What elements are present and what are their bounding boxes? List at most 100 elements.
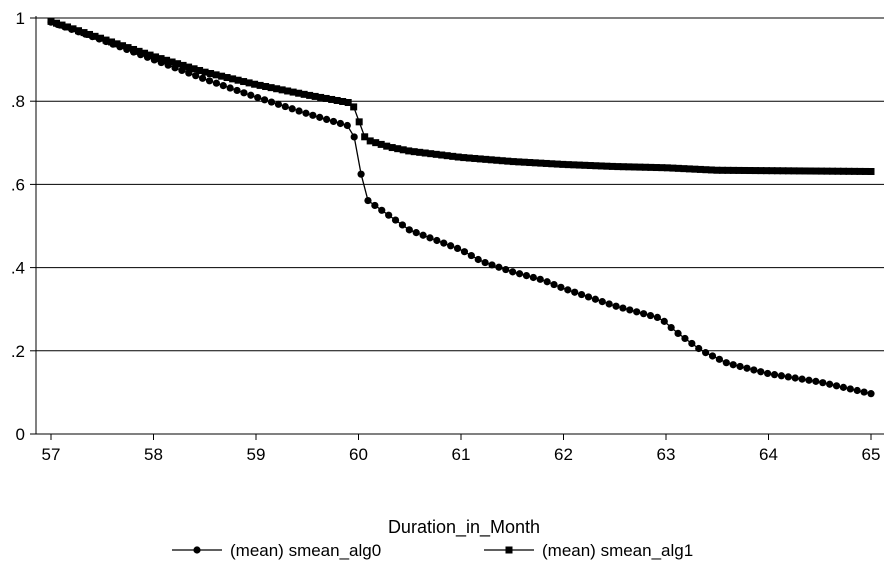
square-marker: [691, 165, 699, 173]
square-marker: [779, 167, 787, 175]
circle-marker: [371, 201, 379, 210]
gridlines: [36, 17, 884, 352]
circle-marker: [385, 211, 393, 219]
square-marker: [454, 153, 462, 161]
square-marker: [652, 164, 660, 172]
square-marker: [256, 81, 264, 89]
circle-marker: [529, 273, 537, 282]
circle-marker: [412, 229, 420, 237]
circle-marker: [226, 84, 234, 92]
circle-marker: [853, 386, 861, 395]
square-marker: [75, 27, 83, 35]
series-line: [50, 20, 871, 173]
square-marker: [372, 139, 380, 147]
circle-marker: [254, 93, 262, 102]
circle-marker: [419, 231, 427, 239]
square-marker: [548, 160, 556, 168]
circle-marker: [323, 115, 331, 124]
square-marker: [515, 158, 523, 166]
square-marker: [251, 80, 259, 88]
circle-marker: [212, 79, 220, 87]
circle-marker: [598, 298, 606, 306]
square-marker: [394, 145, 402, 153]
circle-marker: [681, 334, 689, 343]
circle-marker: [633, 308, 641, 316]
circle-marker: [247, 91, 255, 99]
square-marker: [762, 167, 770, 175]
square-marker: [828, 167, 836, 175]
square-marker: [735, 166, 743, 174]
circle-marker: [743, 364, 751, 372]
circle-marker: [447, 242, 455, 250]
x-tick-label: 64: [759, 445, 778, 464]
circle-marker: [564, 286, 572, 294]
square-marker: [636, 163, 644, 171]
series-1: [47, 17, 875, 176]
circle-marker: [240, 89, 248, 97]
circle-marker: [502, 265, 510, 274]
square-marker: [586, 162, 594, 170]
square-marker: [229, 75, 237, 83]
y-tick-label: .8: [11, 92, 25, 111]
circle-marker: [584, 293, 593, 301]
circle-marker: [577, 290, 586, 299]
circle-marker: [536, 275, 544, 283]
circle-marker: [267, 98, 276, 106]
square-marker: [845, 167, 853, 175]
square-marker: [861, 167, 869, 175]
square-marker: [97, 34, 105, 42]
square-marker: [707, 166, 715, 174]
circle-marker: [481, 258, 489, 267]
circle-marker: [626, 306, 634, 314]
square-marker: [383, 142, 391, 150]
square-marker: [322, 94, 330, 102]
square-marker: [295, 89, 303, 97]
circle-marker: [860, 388, 868, 396]
circle-marker: [867, 390, 875, 398]
series-lines: [47, 17, 875, 398]
x-tick-label: 57: [42, 445, 61, 464]
square-marker: [619, 163, 627, 171]
square-marker: [86, 30, 94, 38]
y-tick-label: 1: [16, 9, 25, 28]
square-marker: [361, 133, 369, 141]
square-marker: [790, 167, 798, 175]
square-marker: [806, 167, 814, 175]
square-marker: [130, 45, 138, 53]
circle-marker: [846, 385, 854, 393]
circle-marker: [515, 270, 524, 278]
square-marker: [432, 150, 440, 158]
circle-marker: [729, 361, 737, 369]
x-tick-label: 65: [862, 445, 881, 464]
square-marker: [801, 167, 809, 175]
square-marker: [333, 96, 341, 104]
square-marker: [91, 32, 99, 40]
circle-marker: [509, 268, 517, 276]
square-marker: [751, 167, 759, 175]
square-marker: [185, 63, 193, 71]
square-marker: [344, 99, 352, 107]
square-marker: [311, 92, 319, 100]
square-marker: [608, 162, 616, 170]
square-marker: [306, 91, 314, 99]
square-marker: [212, 71, 220, 79]
square-marker: [146, 51, 154, 59]
circle-marker: [770, 371, 779, 379]
square-marker: [498, 157, 506, 165]
square-marker: [240, 78, 248, 86]
y-tick-label: 0: [16, 425, 25, 444]
square-marker: [416, 148, 424, 156]
circle-marker: [653, 313, 661, 322]
square-marker: [603, 162, 611, 170]
square-marker: [581, 161, 589, 169]
x-tick-label: 59: [247, 445, 266, 464]
square-marker: [647, 163, 655, 171]
square-marker: [399, 146, 407, 154]
circle-marker: [543, 278, 551, 286]
square-marker: [350, 103, 358, 111]
square-marker: [438, 151, 446, 159]
circle-marker: [750, 366, 758, 374]
x-tick-label: 61: [452, 445, 471, 464]
square-marker: [575, 161, 583, 169]
x-tick-label: 63: [657, 445, 676, 464]
